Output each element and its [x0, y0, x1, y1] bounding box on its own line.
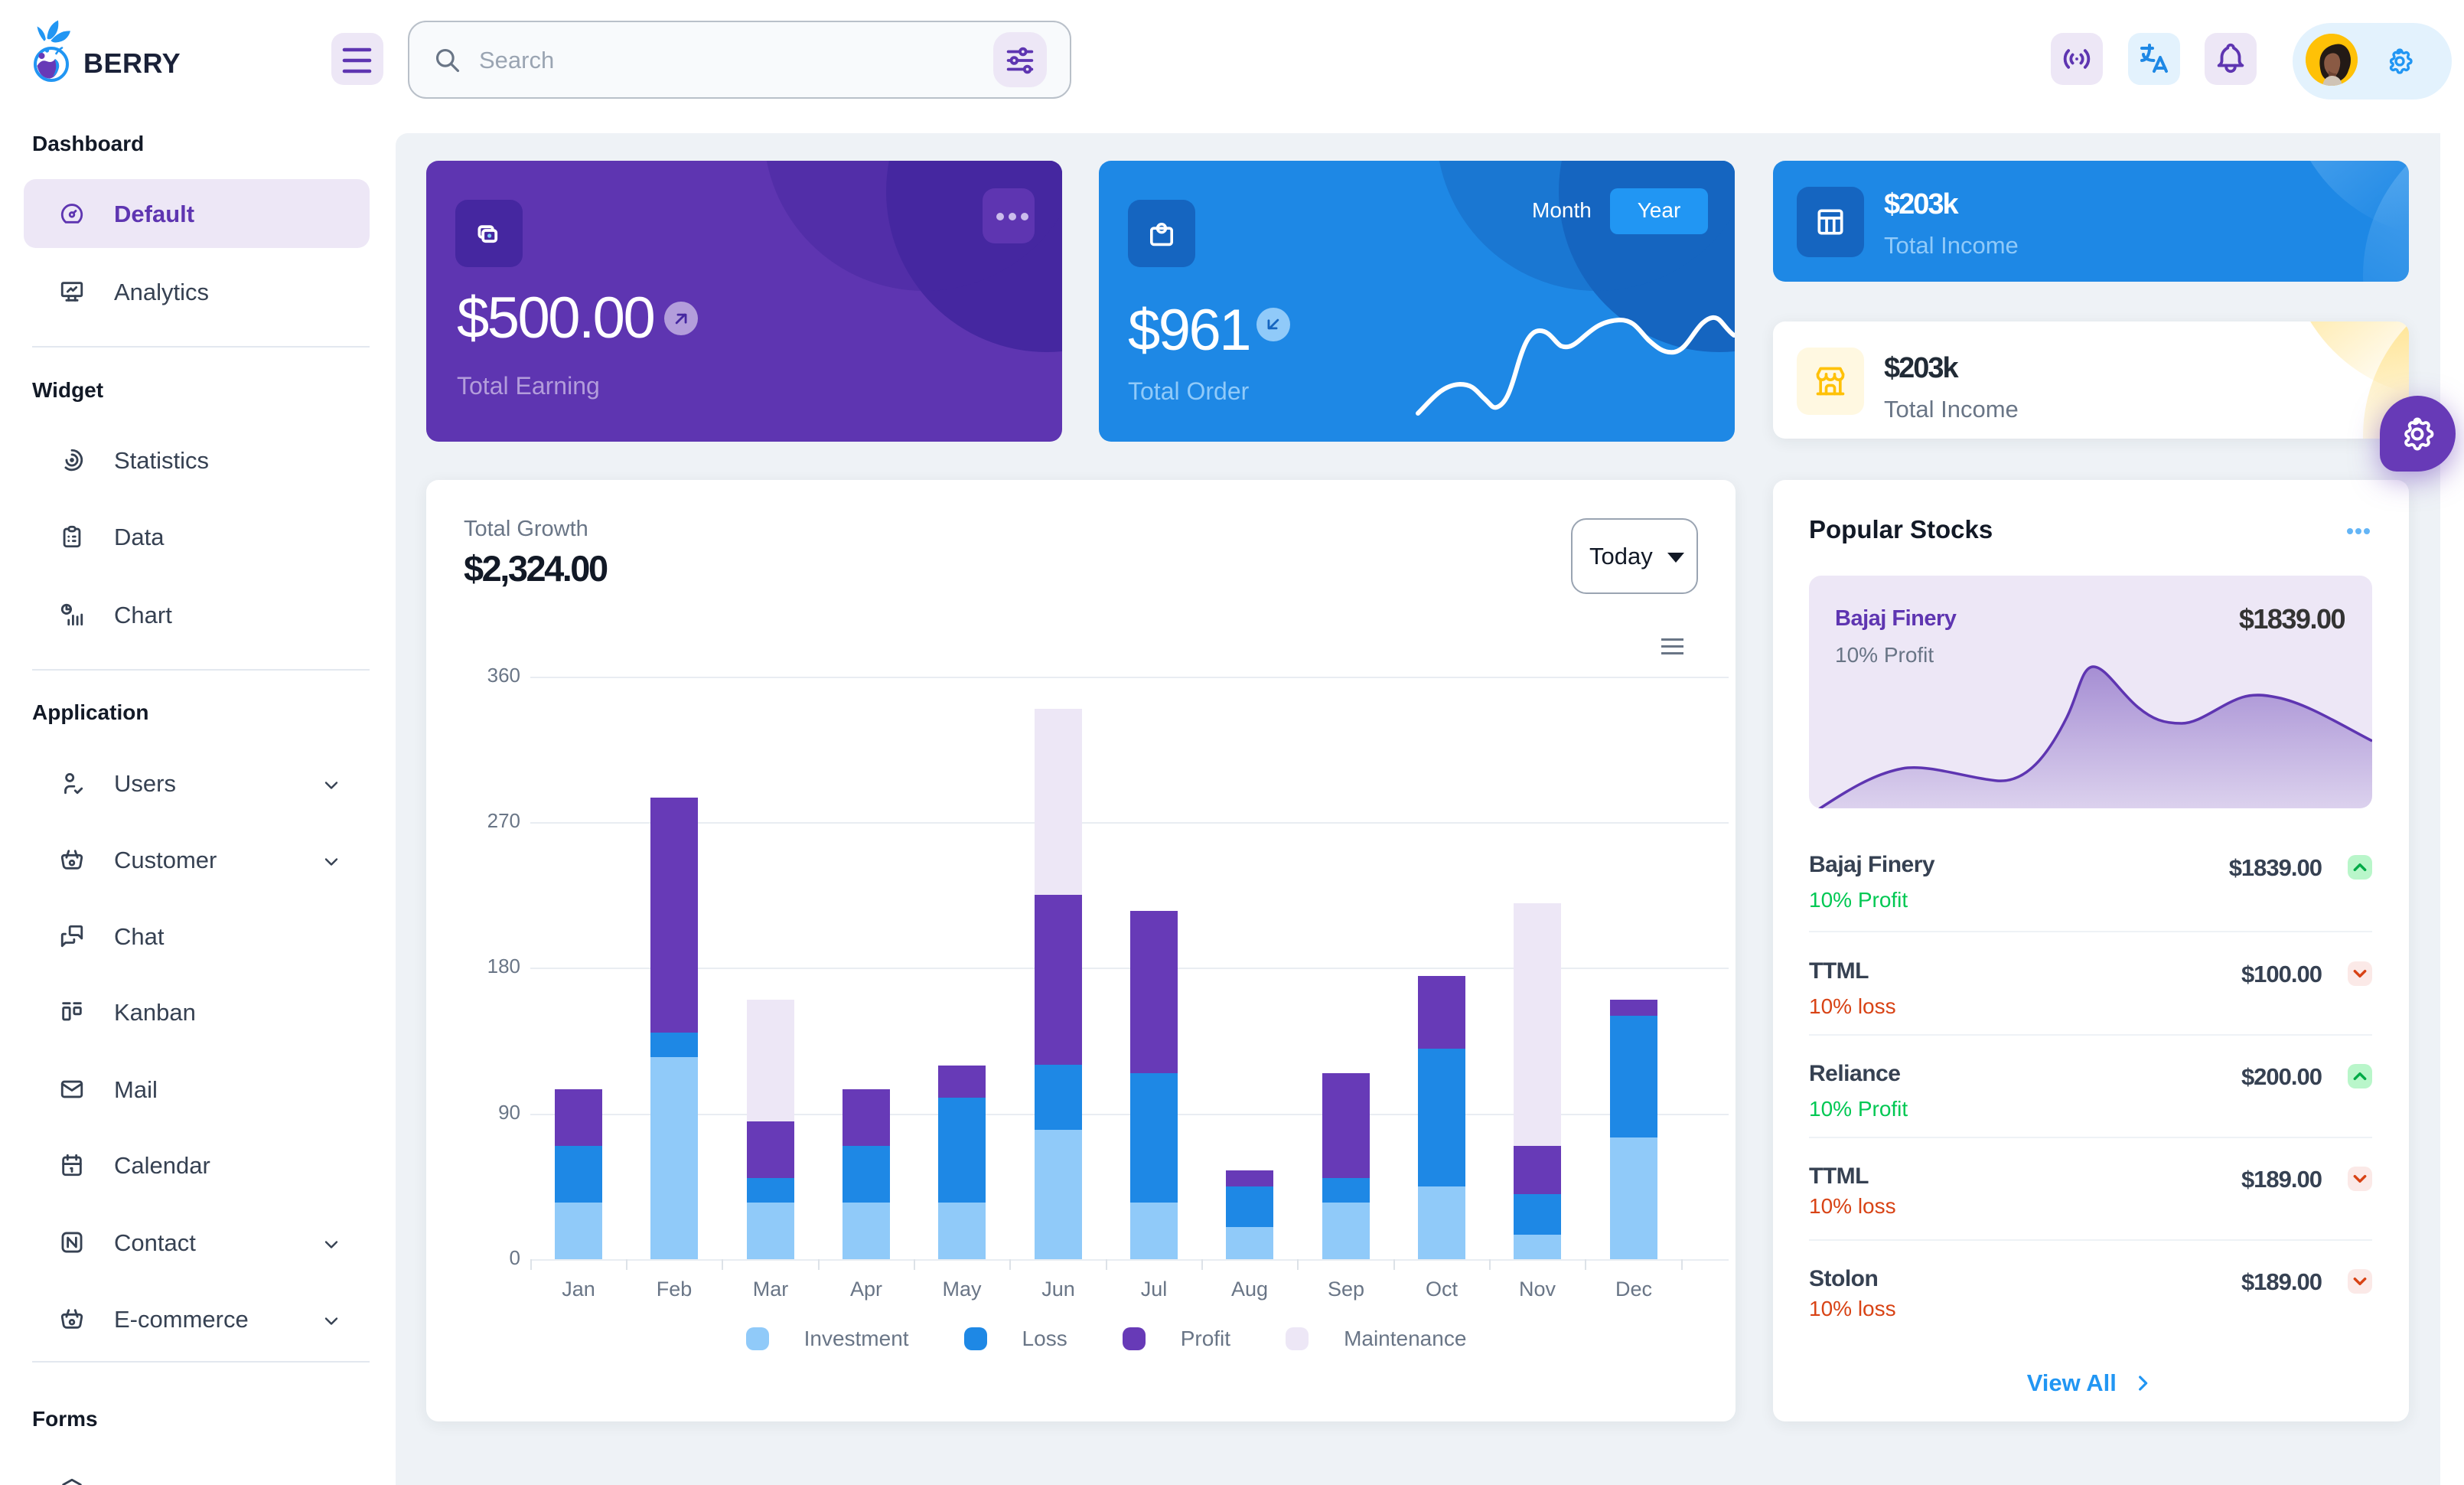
svg-text:BERRY: BERRY	[83, 47, 181, 79]
